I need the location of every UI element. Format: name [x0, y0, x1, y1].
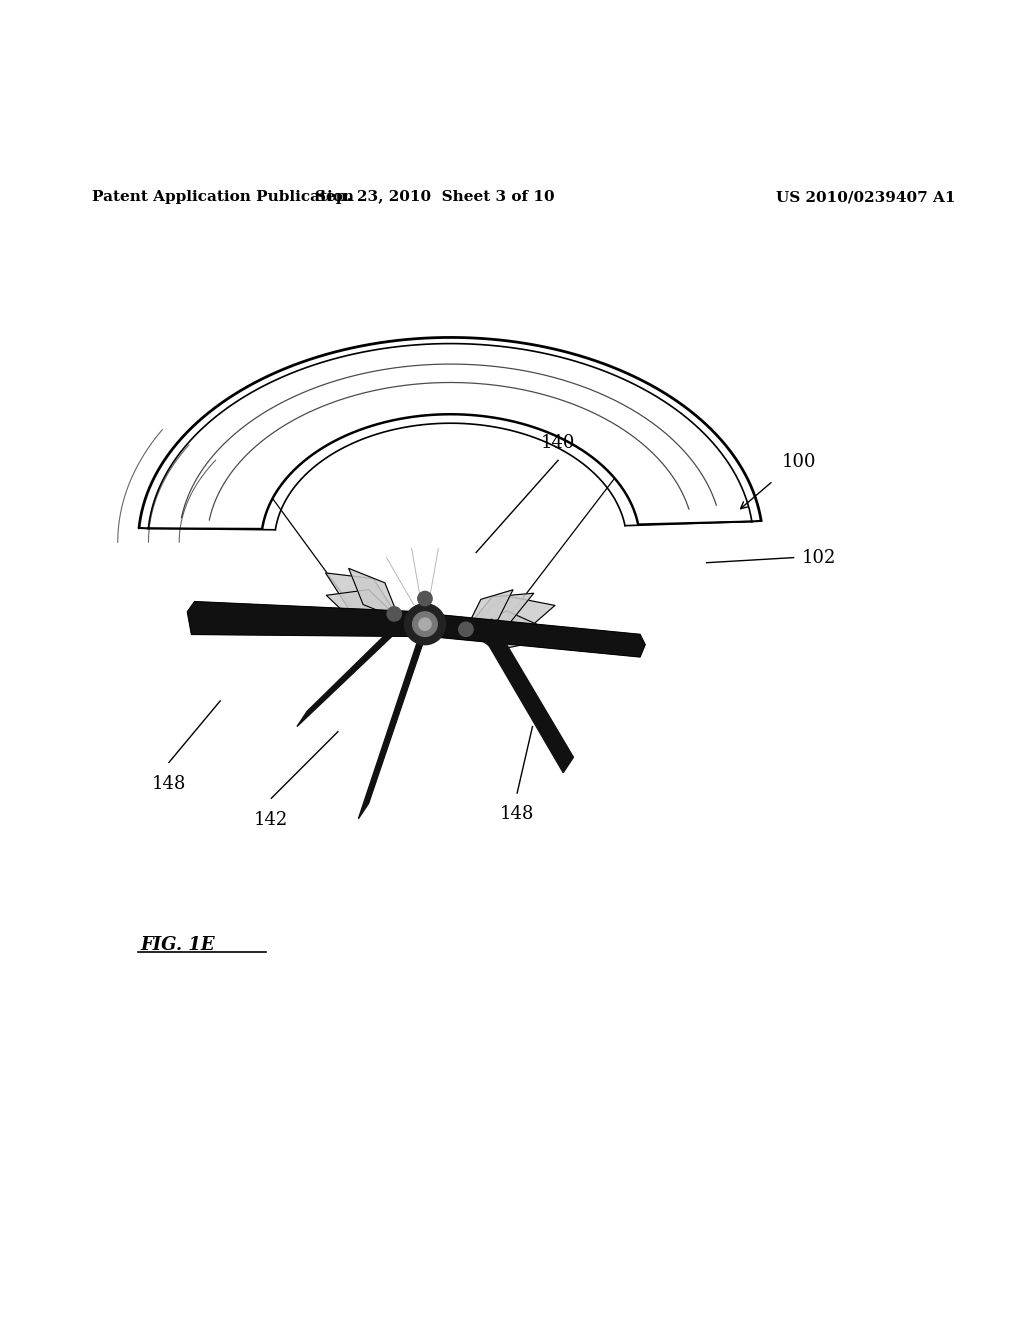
Polygon shape — [187, 602, 420, 636]
Circle shape — [413, 612, 437, 636]
Text: 142: 142 — [254, 810, 289, 829]
Circle shape — [418, 591, 432, 606]
Polygon shape — [466, 622, 531, 651]
Polygon shape — [466, 590, 513, 630]
Circle shape — [387, 607, 401, 622]
Polygon shape — [326, 573, 399, 619]
Text: US 2010/0239407 A1: US 2010/0239407 A1 — [775, 190, 955, 205]
Text: 148: 148 — [500, 805, 535, 824]
Text: 102: 102 — [802, 549, 837, 566]
Text: Patent Application Publication: Patent Application Publication — [92, 190, 354, 205]
Polygon shape — [327, 590, 399, 624]
Text: Sep. 23, 2010  Sheet 3 of 10: Sep. 23, 2010 Sheet 3 of 10 — [315, 190, 555, 205]
Polygon shape — [358, 622, 430, 818]
Polygon shape — [481, 619, 573, 772]
Text: 148: 148 — [152, 775, 186, 793]
Circle shape — [459, 622, 473, 636]
Polygon shape — [466, 595, 555, 639]
Polygon shape — [430, 614, 645, 657]
Circle shape — [419, 618, 431, 631]
Text: FIG. 1E: FIG. 1E — [140, 936, 215, 953]
Polygon shape — [349, 569, 399, 619]
Polygon shape — [297, 616, 404, 726]
Text: 100: 100 — [781, 453, 816, 470]
Polygon shape — [466, 593, 534, 630]
Text: 140: 140 — [541, 434, 575, 453]
Circle shape — [404, 603, 445, 644]
Polygon shape — [466, 611, 548, 648]
